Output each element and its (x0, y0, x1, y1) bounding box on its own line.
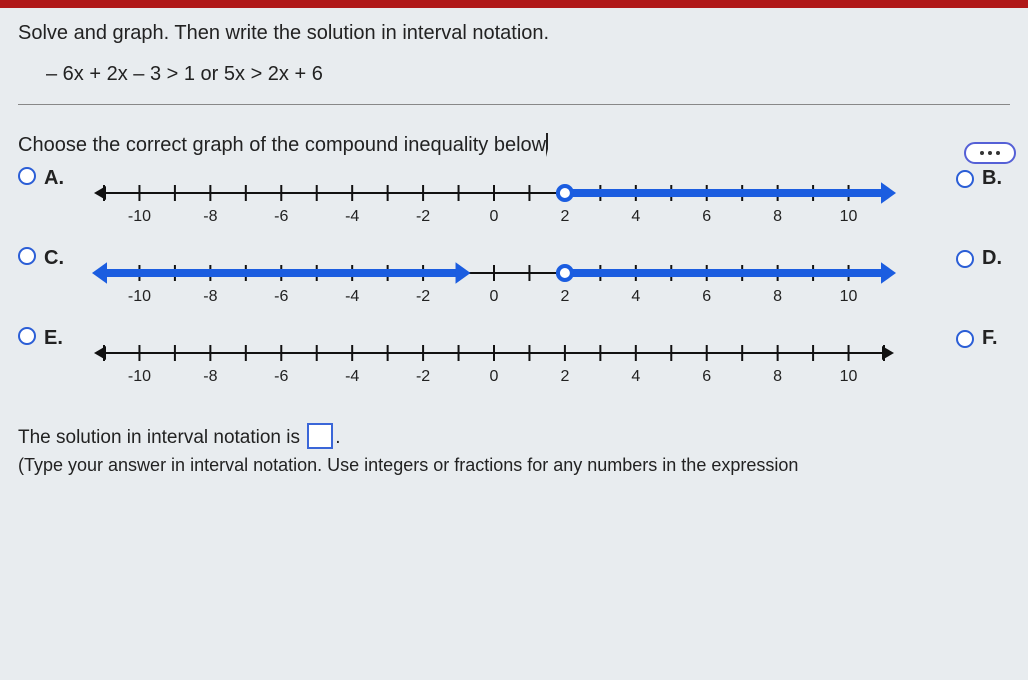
svg-text:-4: -4 (345, 288, 359, 305)
svg-text:-4: -4 (345, 368, 359, 385)
number-line: -10 -8 -6 -4 -2 0 2 4 6 8 10 (84, 327, 936, 399)
svg-text:-2: -2 (416, 288, 430, 305)
question-panel: Solve and graph. Then write the solution… (0, 8, 1028, 476)
text-cursor (546, 133, 548, 157)
answer-hint: (Type your answer in interval notation. … (18, 455, 1010, 476)
option-right-group: F. (956, 327, 1010, 350)
option-label-right: F. (982, 327, 1010, 350)
svg-text:4: 4 (631, 288, 640, 305)
svg-text:8: 8 (773, 208, 782, 225)
svg-text:8: 8 (773, 368, 782, 385)
svg-text:6: 6 (702, 368, 711, 385)
option-row: A. -10 -8 -6 -4 -2 0 2 4 6 8 10 B. (18, 167, 1010, 239)
option-right-group: B. (956, 167, 1010, 190)
divider (18, 104, 1010, 105)
svg-text:0: 0 (490, 208, 499, 225)
number-line: -10 -8 -6 -4 -2 0 2 4 6 8 10 (84, 247, 936, 319)
svg-text:8: 8 (773, 288, 782, 305)
option-right-group: D. (956, 247, 1010, 270)
radio-option[interactable] (18, 327, 36, 345)
svg-text:-10: -10 (128, 368, 151, 385)
option-label-left: C. (44, 247, 72, 270)
svg-text:2: 2 (560, 368, 569, 385)
radio-option[interactable] (956, 250, 974, 268)
svg-text:-8: -8 (203, 368, 217, 385)
svg-text:2: 2 (560, 288, 569, 305)
option-label-left: A. (44, 167, 72, 190)
option-row: E. -10 -8 -6 -4 -2 0 2 4 6 8 10 F. (18, 327, 1010, 399)
radio-option[interactable] (18, 247, 36, 265)
choose-graph-prompt: Choose the correct graph of the compound… (18, 127, 1010, 157)
svg-text:-6: -6 (274, 368, 288, 385)
radio-option[interactable] (18, 167, 36, 185)
solution-sentence: The solution in interval notation is . (18, 423, 1010, 449)
svg-text:-2: -2 (416, 208, 430, 225)
svg-text:4: 4 (631, 208, 640, 225)
option-row: C. -10 -8 -6 -4 -2 0 2 4 6 8 10 D. (18, 247, 1010, 319)
svg-text:-10: -10 (128, 288, 151, 305)
number-line: -10 -8 -6 -4 -2 0 2 4 6 8 10 (84, 167, 936, 239)
svg-text:-4: -4 (345, 208, 359, 225)
radio-option[interactable] (956, 330, 974, 348)
svg-text:0: 0 (490, 368, 499, 385)
svg-text:10: 10 (840, 288, 858, 305)
svg-text:2: 2 (560, 208, 569, 225)
svg-text:-6: -6 (274, 288, 288, 305)
svg-text:-10: -10 (128, 208, 151, 225)
answer-input-box[interactable] (307, 423, 333, 449)
options-container: A. -10 -8 -6 -4 -2 0 2 4 6 8 10 B. C. -10 -8 -6 -4 -2 0 2 4 6 8… (18, 167, 1010, 399)
svg-text:-8: -8 (203, 208, 217, 225)
svg-text:4: 4 (631, 368, 640, 385)
option-label-right: D. (982, 247, 1010, 270)
svg-text:6: 6 (702, 288, 711, 305)
option-label-left: E. (44, 327, 72, 350)
option-label-right: B. (982, 167, 1010, 190)
svg-text:-8: -8 (203, 288, 217, 305)
svg-text:-6: -6 (274, 208, 288, 225)
question-title: Solve and graph. Then write the solution… (18, 22, 1010, 45)
top-red-bar (0, 0, 1028, 8)
svg-text:10: 10 (840, 368, 858, 385)
svg-text:10: 10 (840, 208, 858, 225)
svg-text:6: 6 (702, 208, 711, 225)
svg-text:0: 0 (490, 288, 499, 305)
inequality-expression: – 6x + 2x – 3 > 1 or 5x > 2x + 6 (46, 63, 1010, 86)
radio-option[interactable] (956, 170, 974, 188)
svg-text:-2: -2 (416, 368, 430, 385)
